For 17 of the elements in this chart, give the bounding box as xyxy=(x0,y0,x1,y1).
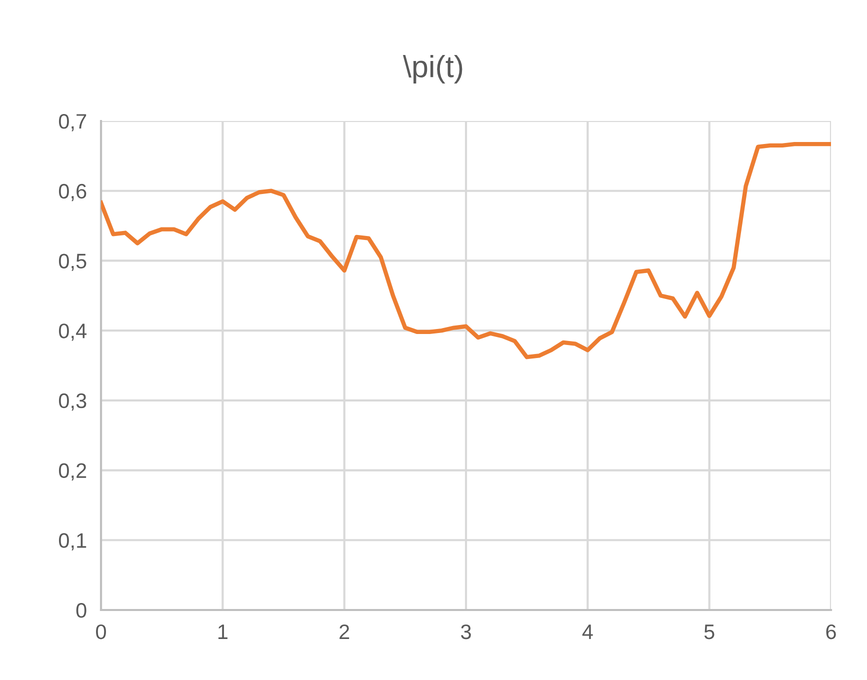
y-tick-label: 0,7 xyxy=(58,114,86,132)
y-tick-label: 0,4 xyxy=(58,324,87,341)
y-tick-label: 0,2 xyxy=(58,463,86,480)
x-tick-label: 4 xyxy=(582,624,593,639)
x-tick-label: 3 xyxy=(461,624,471,640)
x-tick-label: 1 xyxy=(218,624,228,639)
y-tick-label: 0,6 xyxy=(58,184,86,202)
y-tick-label: 0,3 xyxy=(58,393,86,411)
y-tick-label: 0,1 xyxy=(58,533,86,550)
line-series xyxy=(101,142,831,360)
x-tick-label: 2 xyxy=(340,624,350,639)
x-tick-label: 6 xyxy=(826,624,836,640)
x-tick-label: 5 xyxy=(704,624,714,640)
chart-title: \pi(t) xyxy=(402,55,462,84)
y-tick-label: 0 xyxy=(76,603,86,618)
y-tick-label: 0,5 xyxy=(58,254,86,271)
x-tick-label: 0 xyxy=(96,624,106,640)
